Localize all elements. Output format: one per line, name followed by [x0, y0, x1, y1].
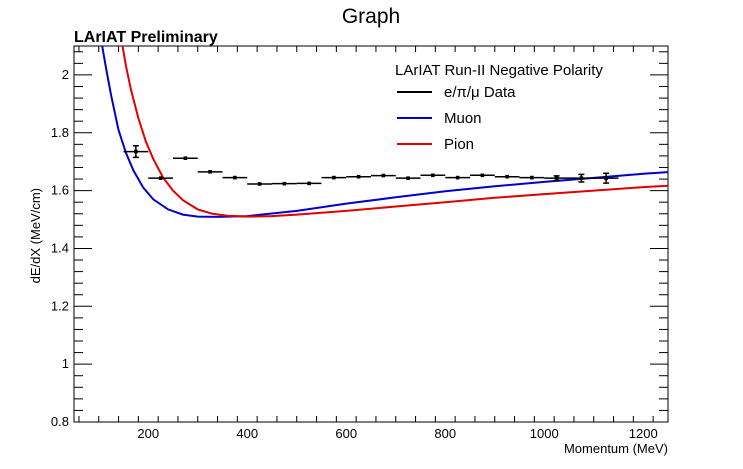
x-tick-label: 1200: [629, 426, 658, 441]
data-point: [470, 173, 495, 178]
data-point: [321, 175, 347, 180]
y-tick-label: 1: [62, 356, 69, 371]
data-marker: [381, 173, 386, 178]
x-tick-label: 1000: [530, 426, 559, 441]
legend-entry: e/π/μ Data: [397, 84, 516, 101]
x-axis: 200 400 600 800 1000 1200: [78, 46, 658, 441]
data-point: [395, 176, 421, 180]
legend-entry: Muon: [397, 110, 482, 127]
y-tick-label: 1.8: [51, 125, 69, 140]
data-marker: [431, 173, 435, 178]
data-point: [296, 181, 322, 186]
data-point: [272, 181, 297, 186]
data-point: [569, 173, 594, 183]
x-tick-label: 200: [137, 426, 159, 441]
data-marker: [307, 181, 311, 186]
data-point: [593, 172, 619, 184]
x-tick-label: 400: [236, 426, 258, 441]
preliminary-label: LArIAT Preliminary: [74, 29, 218, 46]
data-marker: [530, 175, 534, 180]
data-marker: [356, 174, 361, 179]
plot-border: [73, 45, 669, 423]
data-point: [445, 175, 470, 180]
y-axis-title: dE/dX (MeV/cm): [28, 188, 43, 283]
y-tick-label: 1.2: [51, 298, 69, 313]
data-marker: [233, 175, 237, 180]
data-marker: [282, 181, 287, 186]
data-marker: [455, 175, 460, 180]
data-point: [148, 176, 173, 180]
data-point: [346, 174, 371, 179]
model-curves: [101, 46, 668, 218]
data-point: [247, 182, 272, 186]
y-tick-label: 1.4: [51, 240, 69, 255]
x-tick-label: 600: [335, 426, 357, 441]
legend-label: e/π/μ Data: [444, 84, 516, 101]
data-marker: [480, 173, 485, 178]
data-marker: [257, 182, 262, 186]
data-point: [494, 174, 520, 179]
data-point: [519, 175, 545, 180]
data-marker: [183, 156, 188, 161]
y-tick-label: 2: [62, 67, 69, 82]
data-marker: [406, 176, 410, 180]
data-marker: [554, 176, 559, 180]
data-point: [123, 145, 149, 159]
data-point: [420, 173, 446, 178]
legend-title: LArIAT Run-II Negative Polarity: [395, 62, 603, 79]
legend: LArIAT Run-II Negative Polarity e/π/μ Da…: [395, 62, 603, 153]
data-marker: [332, 175, 336, 180]
data-marker: [579, 176, 584, 180]
data-points: [123, 145, 619, 186]
x-axis-title: Momentum (MeV): [564, 441, 668, 456]
data-marker: [208, 170, 212, 174]
data-marker: [158, 176, 163, 180]
chart-title: Graph: [342, 5, 400, 28]
data-marker: [134, 149, 138, 154]
data-point: [544, 175, 569, 182]
legend-label: Pion: [444, 136, 474, 153]
series-pion-line: [121, 46, 668, 218]
y-tick-label: 1.6: [51, 183, 69, 198]
plot-frame: [73, 45, 669, 423]
x-tick-label: 800: [434, 426, 456, 441]
data-marker: [604, 176, 608, 180]
data-point: [173, 156, 198, 161]
data-point: [197, 170, 223, 174]
y-tick-label: 0.8: [51, 414, 69, 429]
data-point: [222, 175, 248, 180]
y-axis: 0.8 1 1.2 1.4 1.6 1.8 2: [51, 51, 668, 429]
legend-label: Muon: [444, 110, 482, 127]
series-muon-line: [101, 46, 668, 218]
data-point: [371, 173, 396, 178]
data-marker: [505, 174, 509, 179]
legend-entry: Pion: [397, 136, 474, 153]
